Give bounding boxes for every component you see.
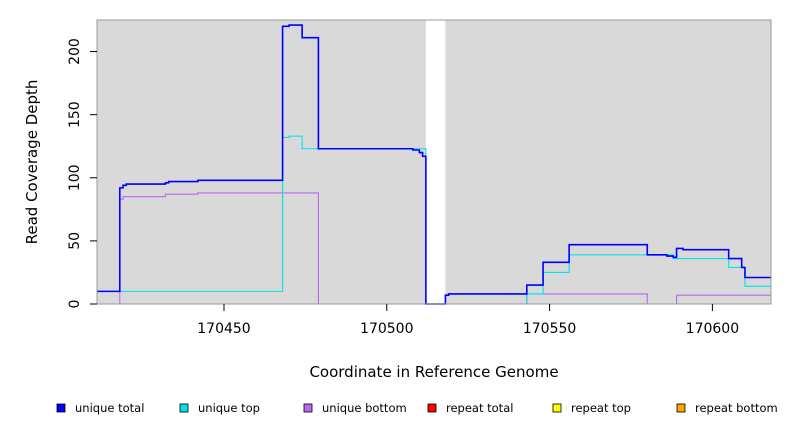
y-tick-label: 0 xyxy=(67,300,83,309)
legend-label-repeat-bottom: repeat bottom xyxy=(695,401,778,415)
series-line-unique-total xyxy=(97,24,771,305)
legend-swatch-unique-bottom xyxy=(303,403,313,413)
x-tick-label: 170450 xyxy=(197,321,250,337)
legend-swatch-repeat-bottom xyxy=(676,403,686,413)
legend: unique total unique top unique bottom repea… xyxy=(56,401,778,415)
plot-frame xyxy=(96,19,772,305)
legend-label-unique-top: unique top xyxy=(198,401,260,415)
legend-label-repeat-total: repeat total xyxy=(446,401,513,415)
legend-label-repeat-top: repeat top xyxy=(571,401,631,415)
x-tick-label: 170600 xyxy=(686,321,739,337)
x-tick-label: 170500 xyxy=(360,321,413,337)
plot-background-shading xyxy=(97,20,771,304)
shaded-region-0 xyxy=(97,20,426,304)
legend-label-unique-total: unique total xyxy=(75,401,144,415)
shaded-region-1 xyxy=(445,20,771,304)
series-line-unique-top xyxy=(97,135,771,305)
x-axis-label: Coordinate in Reference Genome xyxy=(309,363,558,381)
legend-label-unique-bottom: unique bottom xyxy=(322,401,407,415)
y-tick-label: 100 xyxy=(67,164,83,191)
y-tick-label: 50 xyxy=(67,232,83,250)
y-tick-label: 150 xyxy=(67,101,83,128)
legend-swatch-unique-total xyxy=(56,403,66,413)
legend-swatch-repeat-top xyxy=(552,403,562,413)
y-axis-label: Read Coverage Depth xyxy=(23,80,41,245)
y-tick-label: 200 xyxy=(67,38,83,65)
legend-swatch-repeat-total xyxy=(427,403,437,413)
x-tick-label: 170550 xyxy=(523,321,576,337)
axes: 170450 170500 170550 170600 0 50 100 150 200 xyxy=(67,38,739,337)
legend-swatch-unique-top xyxy=(179,403,189,413)
